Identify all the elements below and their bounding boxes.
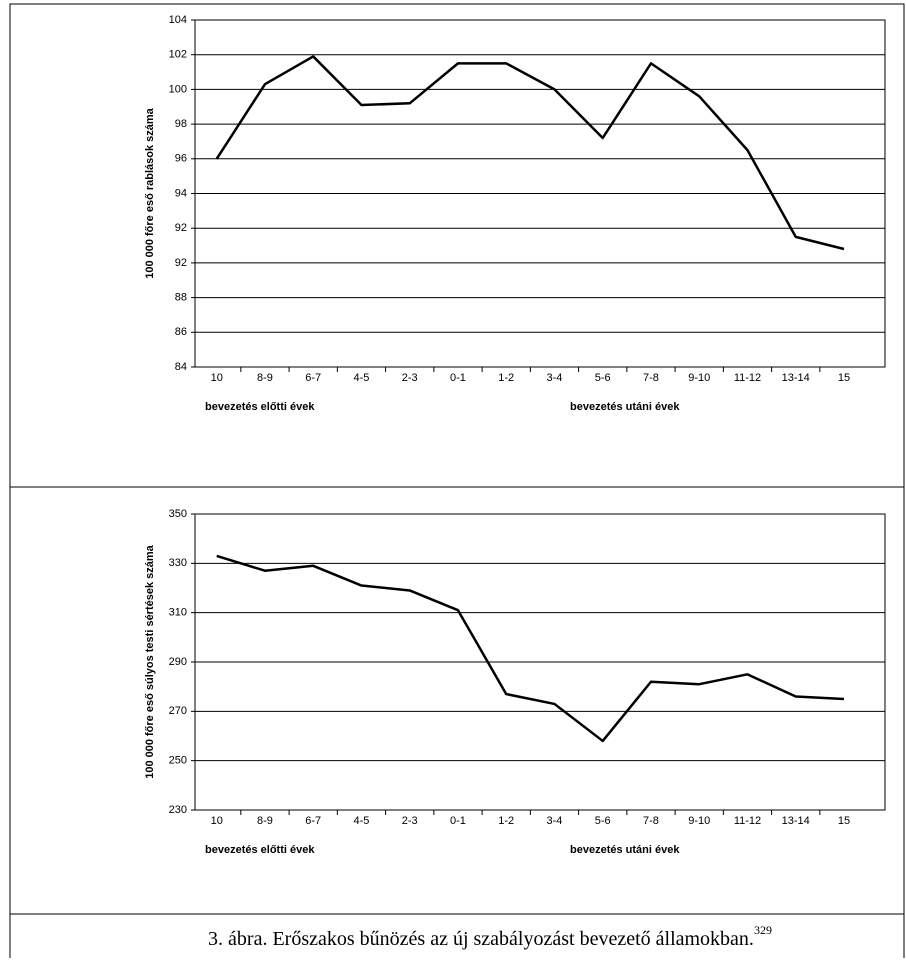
x-tick-label: 10 xyxy=(211,372,223,384)
caption: 3. ábra. Erőszakos bűnözés az új szabály… xyxy=(208,923,772,950)
y-tick-label: 100 xyxy=(169,83,187,95)
x-tick-label: 4-5 xyxy=(354,372,370,384)
y-axis-label: 100 000 főre eső súlyos testi sértések s… xyxy=(144,544,156,778)
y-tick-label: 290 xyxy=(169,656,187,668)
y-tick-label: 96 xyxy=(175,153,187,165)
y-axis-label: 100 000 főre eső rablások száma xyxy=(144,107,156,278)
y-tick-label: 88 xyxy=(175,292,187,304)
x-tick-label: 0-1 xyxy=(450,815,466,827)
x-tick-label: 6-7 xyxy=(305,372,321,384)
x-tick-label: 7-8 xyxy=(643,372,659,384)
y-tick-label: 98 xyxy=(175,118,187,130)
y-tick-label: 330 xyxy=(169,557,187,569)
y-tick-label: 92 xyxy=(175,222,187,234)
x-tick-label: 8-9 xyxy=(257,372,273,384)
x-tick-label: 2-3 xyxy=(402,815,418,827)
y-tick-label: 84 xyxy=(175,361,187,373)
x-tick-label: 9-10 xyxy=(688,372,710,384)
y-tick-label: 270 xyxy=(169,705,187,717)
x-tick-label: 3-4 xyxy=(547,372,563,384)
x-tick-label: 8-9 xyxy=(257,815,273,827)
plot-area xyxy=(194,513,886,811)
x-tick-label: 6-7 xyxy=(305,815,321,827)
group-label: bevezetés utáni évek xyxy=(570,401,680,413)
x-tick-label: 0-1 xyxy=(450,372,466,384)
group-label: bevezetés előtti évek xyxy=(205,844,315,856)
x-tick-label: 3-4 xyxy=(547,815,563,827)
x-tick-label: 1-2 xyxy=(498,372,514,384)
x-tick-label: 13-14 xyxy=(782,372,810,384)
y-tick-label: 94 xyxy=(175,187,187,199)
y-tick-label: 104 xyxy=(169,14,187,26)
group-label: bevezetés előtti évek xyxy=(205,401,315,413)
x-tick-label: 5-6 xyxy=(595,815,611,827)
frame xyxy=(9,3,905,963)
x-tick-label: 11-12 xyxy=(734,372,761,384)
x-tick-label: 4-5 xyxy=(354,815,370,827)
y-tick-label: 92 xyxy=(175,257,187,269)
x-tick-label: 11-12 xyxy=(734,815,761,827)
y-tick-label: 250 xyxy=(169,755,187,767)
data-line xyxy=(215,55,845,251)
y-tick-label: 86 xyxy=(175,326,187,338)
x-tick-label: 2-3 xyxy=(402,372,418,384)
y-tick-label: 310 xyxy=(169,607,187,619)
data-line xyxy=(216,554,845,743)
x-tick-label: 5-6 xyxy=(595,372,611,384)
x-tick-label: 15 xyxy=(838,815,850,827)
x-tick-label: 7-8 xyxy=(643,815,659,827)
caption-note: 329 xyxy=(754,923,772,937)
caption-text: 3. ábra. Erőszakos bűnözés az új szabály… xyxy=(208,928,754,950)
y-tick-label: 230 xyxy=(169,804,187,816)
x-tick-label: 10 xyxy=(211,815,223,827)
y-tick-label: 350 xyxy=(169,508,187,520)
x-tick-label: 13-14 xyxy=(782,815,810,827)
y-tick-label: 102 xyxy=(169,49,187,61)
plot-area xyxy=(194,19,886,368)
x-tick-label: 9-10 xyxy=(688,815,710,827)
x-tick-label: 1-2 xyxy=(498,815,514,827)
group-label: bevezetés utáni évek xyxy=(570,844,680,856)
x-tick-label: 15 xyxy=(838,372,850,384)
